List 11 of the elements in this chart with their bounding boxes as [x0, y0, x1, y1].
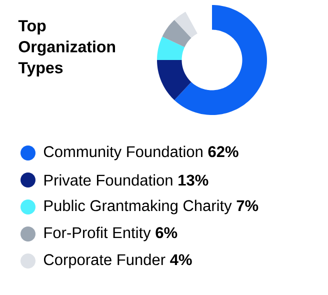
data-label: 13%: [178, 174, 208, 186]
legend-label: Corporate Funder: [44, 254, 166, 268]
data-label: 62%: [208, 146, 238, 158]
text: Top Organization Types: [18, 20, 115, 77]
data-label: 4%: [170, 254, 192, 266]
data-label: 7%: [236, 200, 258, 212]
legend-label: Private Foundation: [44, 174, 172, 186]
legend-label: Public Grantmaking Charity: [44, 200, 232, 214]
legend-label: For-Profit Entity: [44, 226, 151, 242]
legend-label: Community Foundation: [44, 146, 202, 160]
data-label: 6%: [156, 227, 178, 238]
